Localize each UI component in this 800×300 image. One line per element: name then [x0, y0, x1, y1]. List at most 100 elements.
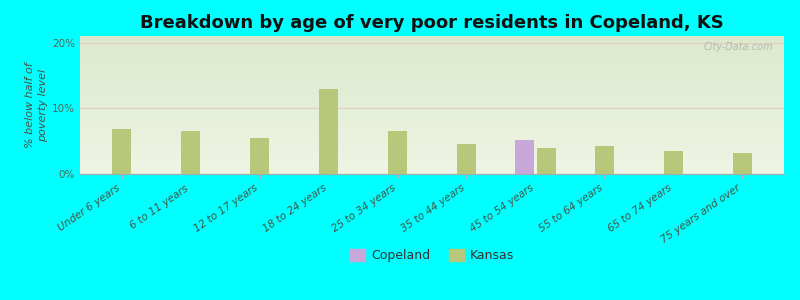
Bar: [80, 135, 784, 137]
Bar: [80, 163, 784, 164]
Bar: [80, 112, 784, 113]
Bar: [80, 130, 784, 131]
Bar: [80, 155, 784, 156]
Bar: [80, 39, 784, 40]
Bar: [80, 36, 784, 38]
Bar: [80, 109, 784, 110]
Bar: [80, 133, 784, 134]
Bar: [80, 50, 784, 51]
Bar: [80, 167, 784, 169]
Bar: [80, 103, 784, 105]
Bar: [80, 61, 784, 62]
Bar: [80, 106, 784, 108]
Bar: [80, 75, 784, 76]
Bar: [80, 57, 784, 58]
Bar: [80, 153, 784, 155]
Bar: [80, 76, 784, 77]
Bar: [80, 68, 784, 69]
Bar: [80, 98, 784, 100]
Bar: [80, 166, 784, 167]
Bar: [80, 146, 784, 148]
Bar: [80, 172, 784, 174]
Bar: [80, 148, 784, 149]
Bar: [80, 140, 784, 141]
Y-axis label: % below half of
poverty level: % below half of poverty level: [25, 62, 48, 148]
Bar: [80, 131, 784, 133]
Bar: [594, 146, 614, 174]
Bar: [80, 88, 784, 90]
Bar: [80, 84, 784, 86]
Bar: [80, 48, 784, 50]
Bar: [80, 51, 784, 52]
Bar: [80, 43, 784, 44]
Bar: [181, 131, 200, 174]
Bar: [80, 79, 784, 80]
Bar: [80, 52, 784, 54]
Bar: [80, 145, 784, 146]
Bar: [80, 62, 784, 64]
Bar: [80, 160, 784, 162]
Bar: [80, 116, 784, 117]
Bar: [80, 83, 784, 84]
Bar: [80, 91, 784, 93]
Text: City-Data.com: City-Data.com: [704, 41, 774, 52]
Bar: [664, 151, 683, 174]
Bar: [80, 38, 784, 39]
Bar: [80, 126, 784, 127]
Bar: [388, 131, 407, 174]
Title: Breakdown by age of very poor residents in Copeland, KS: Breakdown by age of very poor residents …: [140, 14, 724, 32]
Bar: [80, 72, 784, 73]
Bar: [80, 108, 784, 109]
Bar: [80, 105, 784, 106]
Bar: [80, 102, 784, 104]
Bar: [80, 137, 784, 138]
Legend: Copeland, Kansas: Copeland, Kansas: [345, 244, 519, 267]
Bar: [80, 64, 784, 65]
Bar: [80, 58, 784, 59]
Bar: [80, 93, 784, 94]
Bar: [80, 158, 784, 159]
Bar: [80, 113, 784, 115]
Bar: [80, 122, 784, 123]
Bar: [112, 129, 131, 174]
Bar: [80, 127, 784, 128]
Bar: [457, 144, 476, 174]
Bar: [80, 151, 784, 152]
Bar: [80, 65, 784, 66]
Bar: [80, 156, 784, 158]
Bar: [80, 101, 784, 102]
Bar: [80, 149, 784, 151]
Bar: [537, 148, 556, 174]
Bar: [80, 94, 784, 95]
Bar: [80, 117, 784, 119]
Bar: [80, 144, 784, 145]
Bar: [80, 59, 784, 61]
Bar: [80, 164, 784, 166]
Bar: [80, 40, 784, 41]
Bar: [733, 153, 752, 174]
Bar: [80, 142, 784, 144]
Bar: [80, 80, 784, 82]
Bar: [80, 123, 784, 124]
Bar: [80, 119, 784, 120]
Bar: [80, 66, 784, 68]
Bar: [80, 128, 784, 130]
Bar: [80, 162, 784, 163]
Bar: [80, 138, 784, 140]
Bar: [80, 47, 784, 48]
Bar: [80, 69, 784, 70]
Bar: [80, 54, 784, 55]
Bar: [80, 124, 784, 126]
Bar: [80, 134, 784, 135]
Bar: [80, 110, 784, 112]
Bar: [80, 46, 784, 47]
Bar: [250, 138, 270, 174]
Bar: [80, 115, 784, 116]
Bar: [80, 44, 784, 46]
Bar: [80, 95, 784, 97]
Bar: [80, 152, 784, 153]
Bar: [80, 55, 784, 57]
Bar: [80, 141, 784, 142]
Bar: [319, 88, 338, 174]
Bar: [80, 90, 784, 91]
